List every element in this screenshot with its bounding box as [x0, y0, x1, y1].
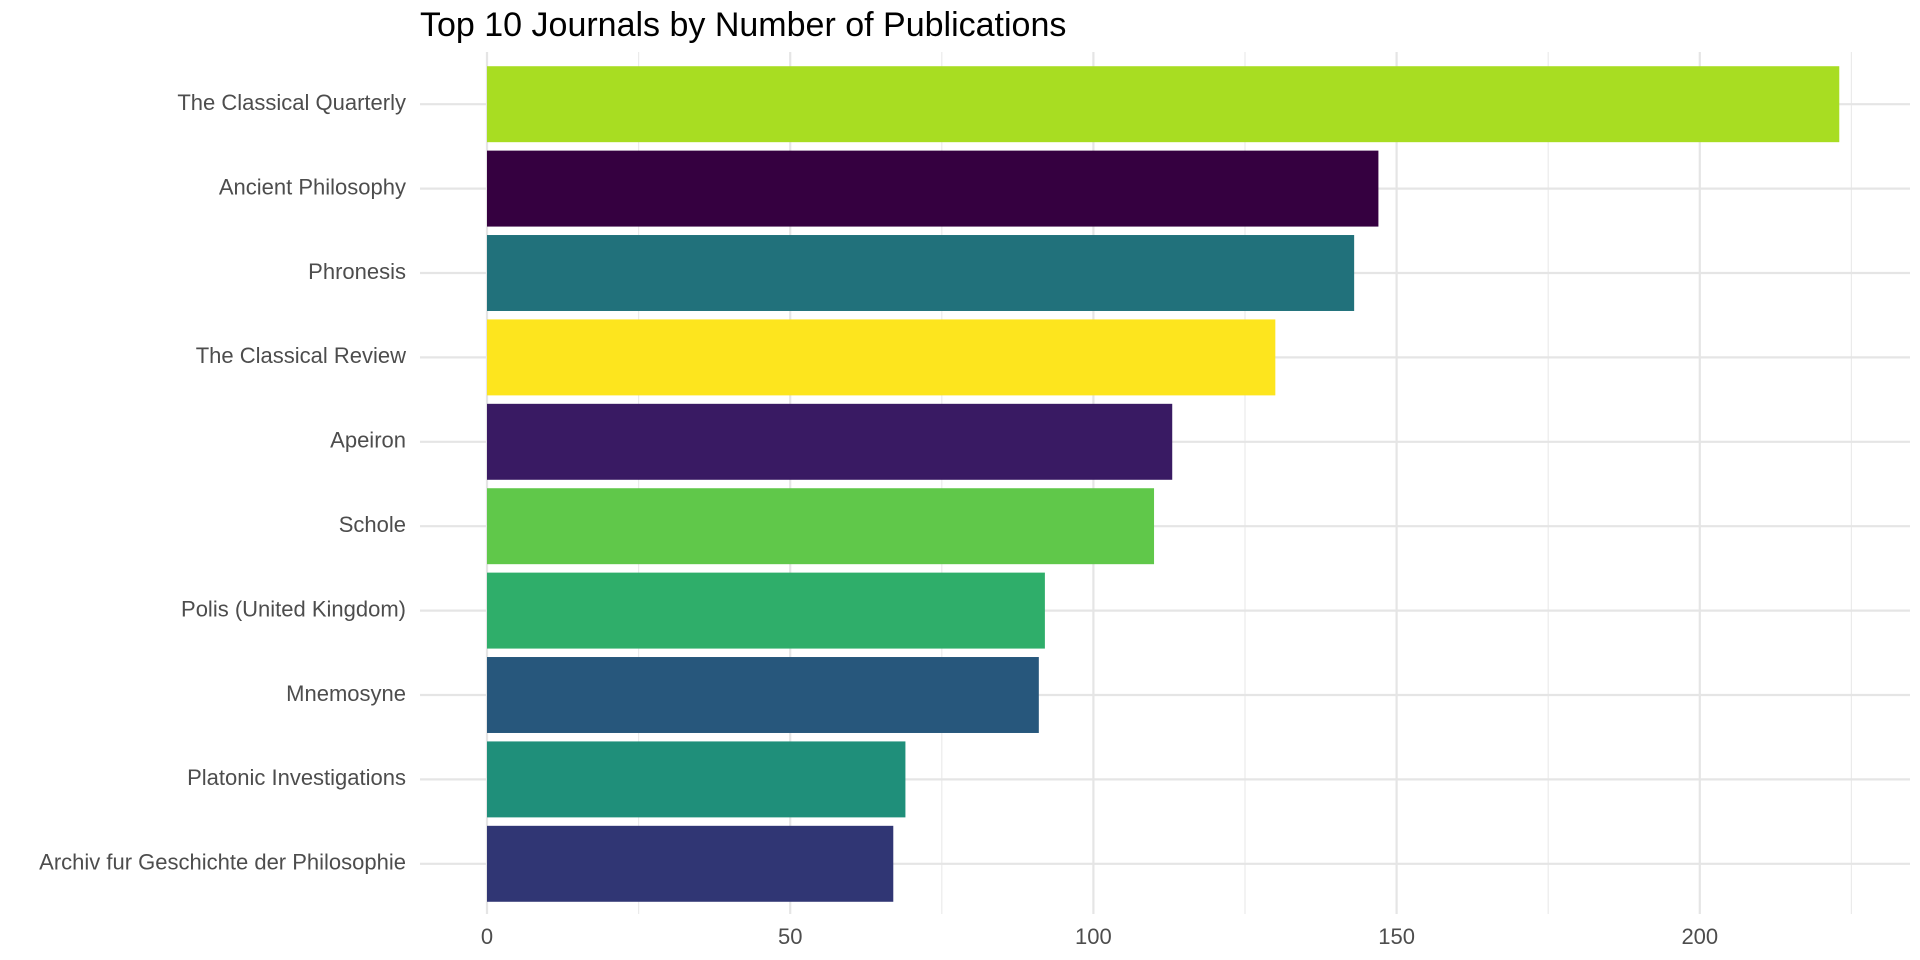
- bar: [487, 319, 1276, 396]
- x-tick-label: 0: [481, 924, 493, 949]
- category-label: Mnemosyne: [286, 681, 406, 706]
- category-label: Ancient Philosophy: [219, 174, 406, 199]
- bar: [487, 572, 1045, 649]
- category-label: Schole: [339, 512, 406, 537]
- bar: [487, 150, 1379, 227]
- category-label: The Classical Quarterly: [177, 90, 406, 115]
- bar: [487, 403, 1173, 480]
- x-tick-label: 150: [1378, 924, 1415, 949]
- category-label: The Classical Review: [196, 343, 406, 368]
- category-label: Archiv fur Geschichte der Philosophie: [39, 850, 406, 875]
- bar: [487, 488, 1155, 565]
- bar: [487, 741, 906, 818]
- category-label: Phronesis: [308, 259, 406, 284]
- x-tick-label: 50: [778, 924, 802, 949]
- bar: [487, 657, 1039, 733]
- bar: [487, 235, 1355, 311]
- category-label: Platonic Investigations: [187, 765, 406, 790]
- bar: [487, 825, 894, 902]
- category-labels: The Classical Quarterly Ancient Philosoph…: [39, 90, 406, 875]
- x-tick-label: 100: [1075, 924, 1112, 949]
- bar: [487, 66, 1840, 143]
- x-tick-label: 200: [1681, 924, 1718, 949]
- x-axis-ticks: 0 50 100 150 200: [481, 924, 1718, 949]
- category-label: Apeiron: [330, 428, 406, 453]
- chart-title: Top 10 Journals by Number of Publication…: [420, 6, 1067, 44]
- bar-layer: [487, 66, 1840, 902]
- category-label: Polis (United Kingdom): [181, 596, 406, 621]
